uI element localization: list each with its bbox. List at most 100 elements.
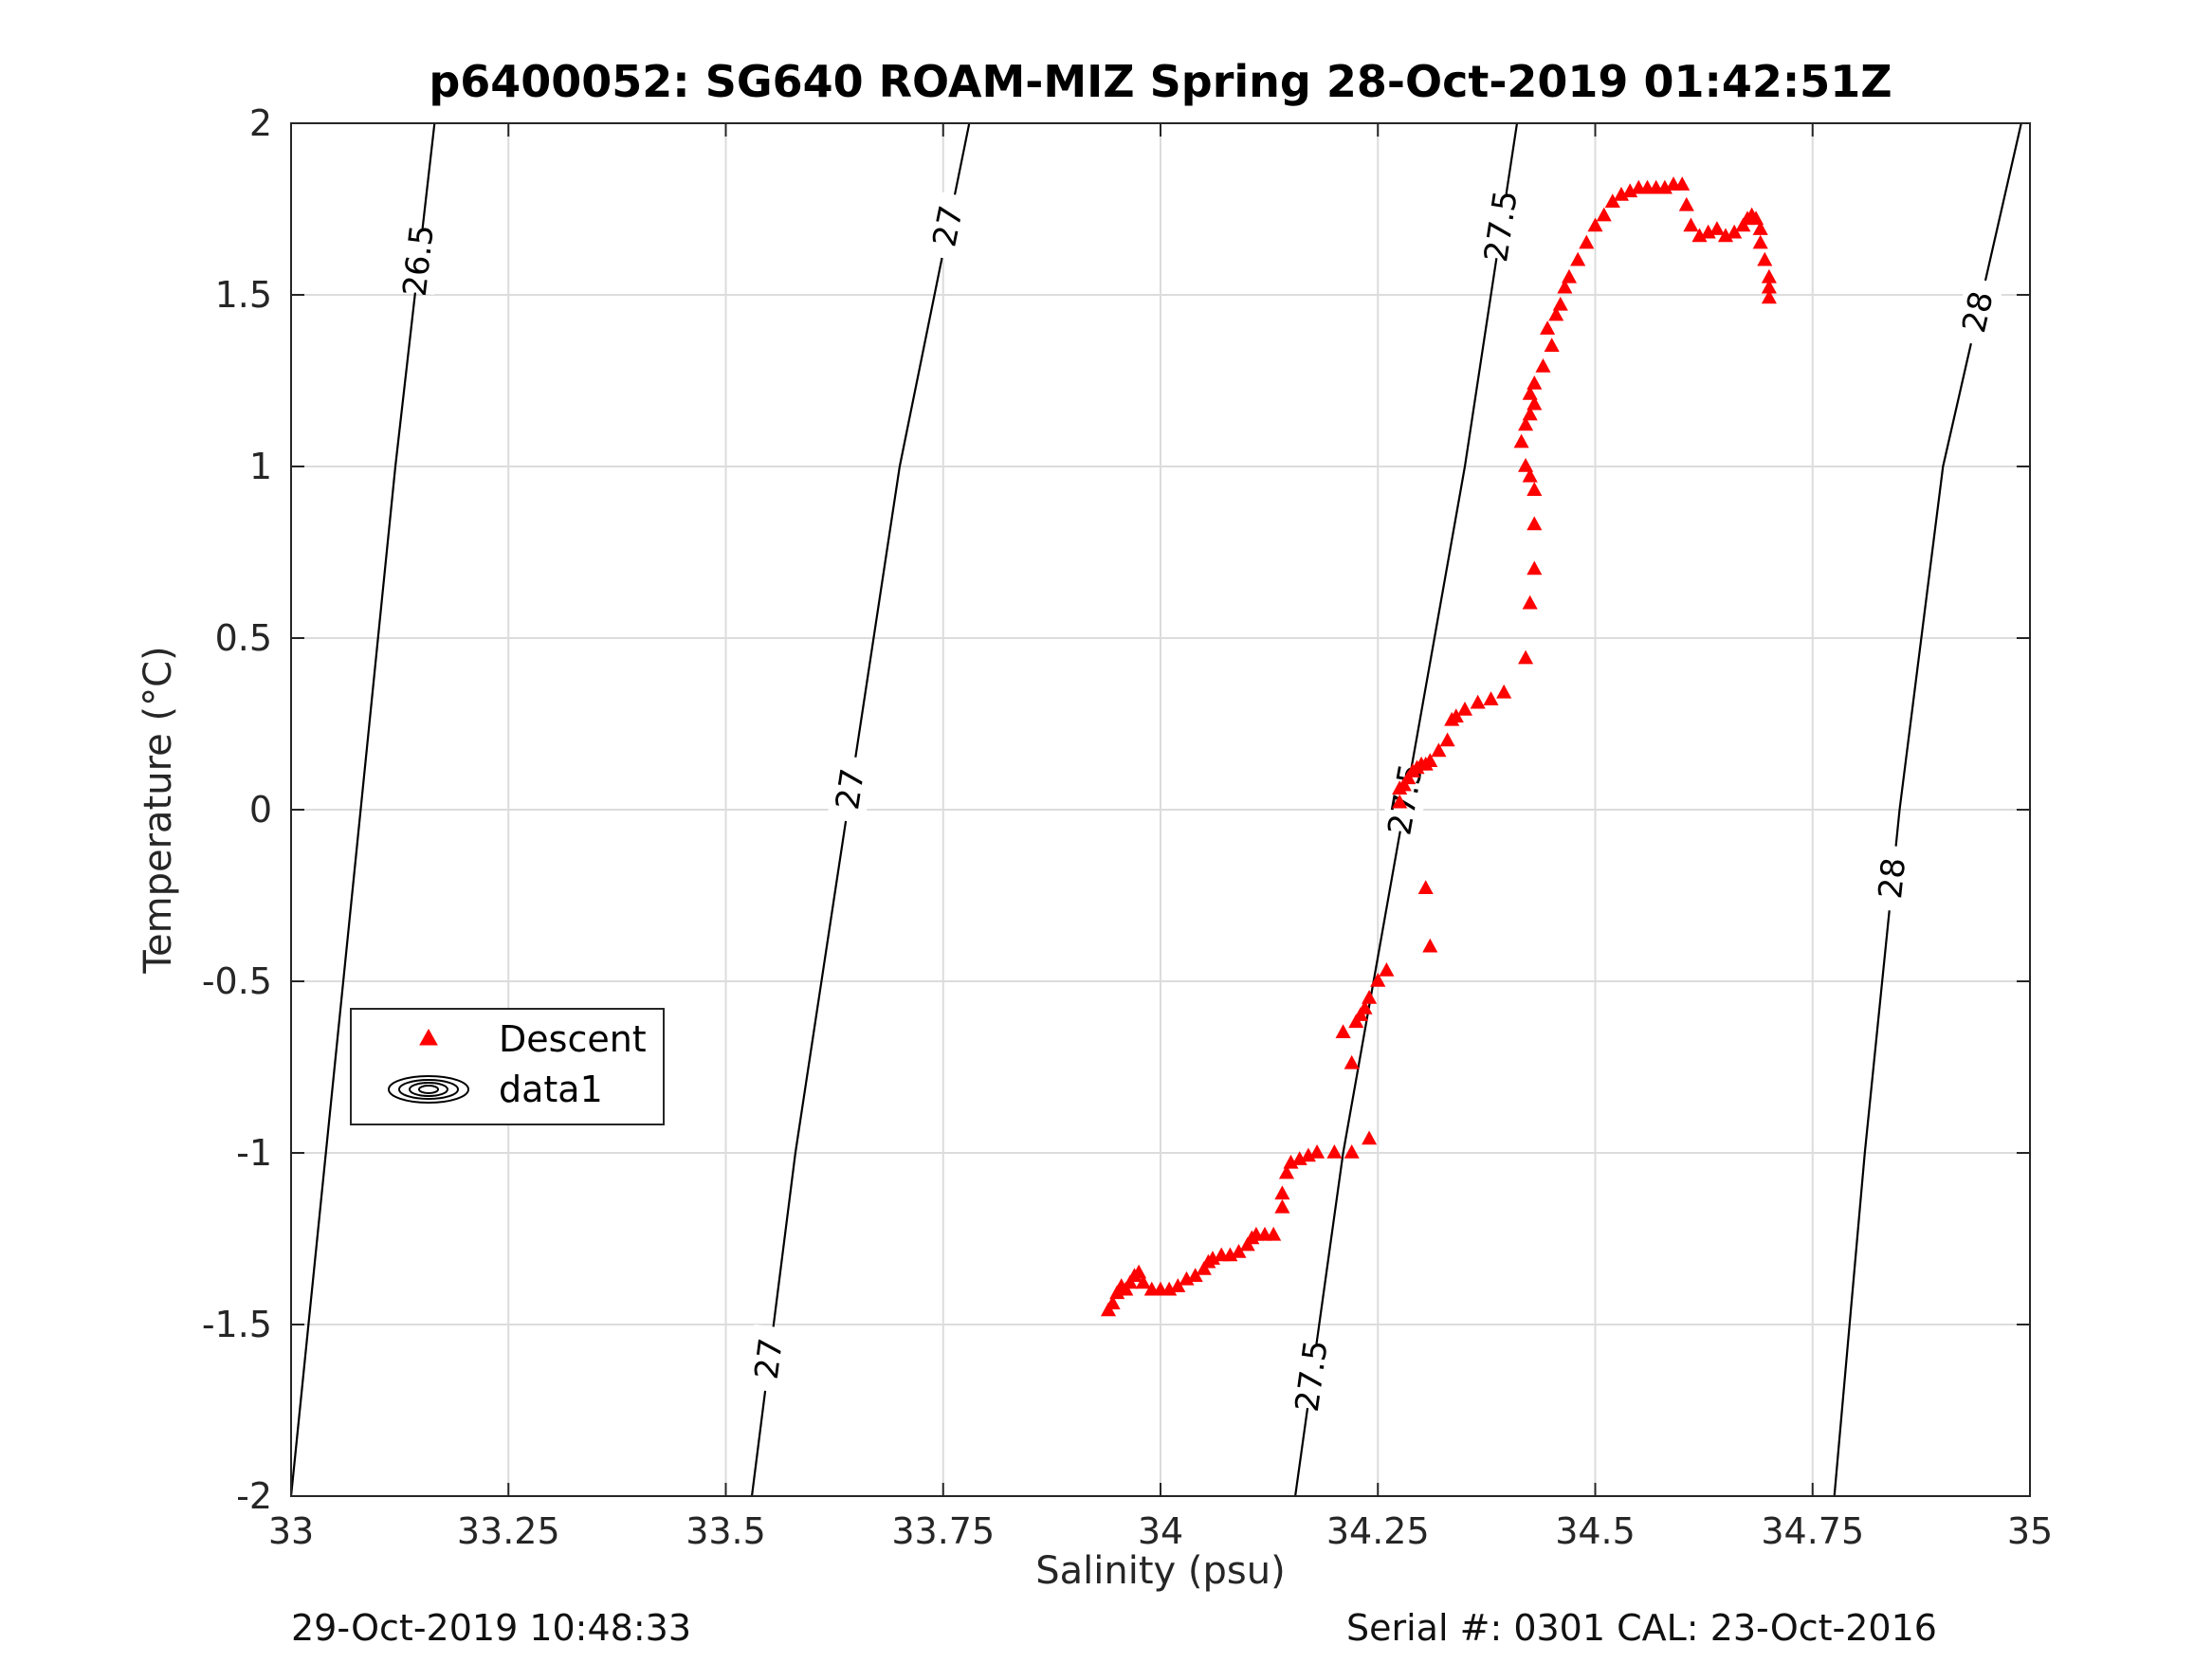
contour-label-bg: [1477, 192, 1526, 262]
y-tick-label: -1.5: [202, 1304, 272, 1345]
x-tick-label: 34.75: [1761, 1510, 1864, 1552]
descent-point: [1439, 732, 1455, 747]
descent-point: [1392, 794, 1408, 809]
descent-point: [1522, 594, 1538, 610]
x-tick-label: 35: [2007, 1510, 2053, 1552]
descent-point: [1274, 1198, 1290, 1214]
descent-point: [1274, 1185, 1290, 1200]
y-tick-label: -2: [236, 1475, 272, 1517]
descent-point: [1344, 1143, 1360, 1159]
descent-point: [1362, 1130, 1378, 1145]
descent-point: [1604, 193, 1620, 208]
ticks: 33 33.25 33.5 33.75 34 34.25 34.5 34.75 35 2 1.5 1 0…: [202, 102, 2053, 1552]
descent-point: [1518, 416, 1534, 431]
descent-point: [1348, 1014, 1364, 1029]
contour-label-bg: [1870, 844, 1915, 913]
descent-point: [1396, 777, 1412, 792]
legend-data1-label: data1: [499, 1069, 603, 1110]
x-tick-label: 33.25: [457, 1510, 560, 1552]
descent-point: [1748, 210, 1764, 226]
descent-series: [1100, 176, 1777, 1317]
descent-point: [1526, 516, 1543, 531]
descent-point: [1674, 176, 1691, 191]
descent-point: [1535, 357, 1551, 373]
contour-label: 27: [829, 766, 872, 813]
y-axis-label: Temperature (°C): [137, 646, 180, 974]
descent-point: [1522, 385, 1538, 400]
descent-point: [1335, 1024, 1351, 1038]
legend-descent-label: Descent: [499, 1018, 647, 1060]
x-tick-label: 34.5: [1555, 1510, 1636, 1552]
contour-label-bg: [1381, 764, 1431, 835]
legend: Descent data1: [350, 1008, 665, 1125]
descent-point: [1118, 1281, 1134, 1296]
descent-point: [1518, 649, 1534, 665]
contour-label: 26.5: [396, 223, 442, 299]
y-tick-label: 1: [249, 446, 272, 487]
descent-point: [1678, 196, 1694, 211]
descent-point: [1579, 234, 1595, 249]
isopycnal-line: [1833, 123, 2022, 1496]
descent-point: [1456, 701, 1473, 716]
chart-title: p6400052: SG640 ROAM-MIZ Spring 28-Oct-2…: [429, 56, 1892, 107]
descent-point: [1552, 296, 1568, 311]
x-tick-label: 33.75: [891, 1510, 995, 1552]
descent-point: [1239, 1236, 1255, 1252]
legend-contour-ring: [388, 1075, 469, 1104]
descent-point: [1370, 972, 1386, 987]
legend-contour-ring: [409, 1082, 448, 1097]
contour-label-bg: [746, 1324, 793, 1394]
contour-label-bg: [1952, 276, 2004, 348]
descent-point: [1266, 1226, 1282, 1241]
y-tick-label: -0.5: [202, 960, 272, 1002]
descent-point: [1548, 306, 1564, 321]
descent-point: [1100, 1302, 1117, 1317]
isopycnal-line: [291, 123, 436, 1496]
descent-point: [1483, 691, 1499, 705]
descent-point: [1422, 753, 1438, 767]
x-tick-label: 33.5: [686, 1510, 766, 1552]
descent-point: [1587, 217, 1603, 232]
contour-label-bg: [827, 754, 875, 824]
descent-point: [1170, 1278, 1186, 1292]
descent-point: [1522, 406, 1538, 421]
descent-point: [1526, 482, 1543, 496]
y-tick-label: -1: [236, 1132, 272, 1174]
descent-point: [1540, 320, 1556, 335]
plot-timestamp: 29-Oct-2019 10:48:33: [291, 1607, 691, 1649]
descent-point: [1522, 467, 1538, 483]
contour-label-bg: [396, 226, 442, 295]
descent-point: [1105, 1295, 1121, 1309]
descent-point: [1526, 395, 1543, 411]
x-tick-label: 34.25: [1326, 1510, 1430, 1552]
descent-point: [1544, 338, 1560, 352]
descent-point: [1518, 457, 1534, 472]
descent-point: [1326, 1143, 1343, 1159]
descent-point: [1352, 1007, 1368, 1021]
descent-point: [1470, 694, 1486, 709]
y-tick-label: 0.5: [215, 617, 272, 659]
legend-box: [350, 1008, 665, 1125]
descent-point: [1570, 251, 1586, 266]
descent-point: [1400, 770, 1417, 785]
descent-point: [1513, 433, 1529, 448]
descent-point: [1357, 999, 1373, 1014]
descent-point: [1422, 938, 1438, 953]
y-tick-label: 2: [249, 102, 272, 144]
descent-point: [1309, 1143, 1325, 1159]
descent-point: [1196, 1261, 1212, 1275]
contour-label-bg: [923, 191, 974, 262]
descent-point: [1122, 1274, 1138, 1289]
x-tick-label: 34: [1138, 1510, 1183, 1552]
descent-point: [1131, 1264, 1147, 1279]
descent-point: [1135, 1274, 1151, 1289]
descent-point: [1596, 207, 1612, 222]
x-tick-label: 33: [268, 1510, 314, 1552]
descent-point: [1735, 217, 1751, 232]
descent-point: [1752, 221, 1768, 235]
contour-label: 27: [925, 202, 971, 249]
descent-point: [1761, 289, 1777, 304]
descent-point: [1727, 224, 1743, 239]
